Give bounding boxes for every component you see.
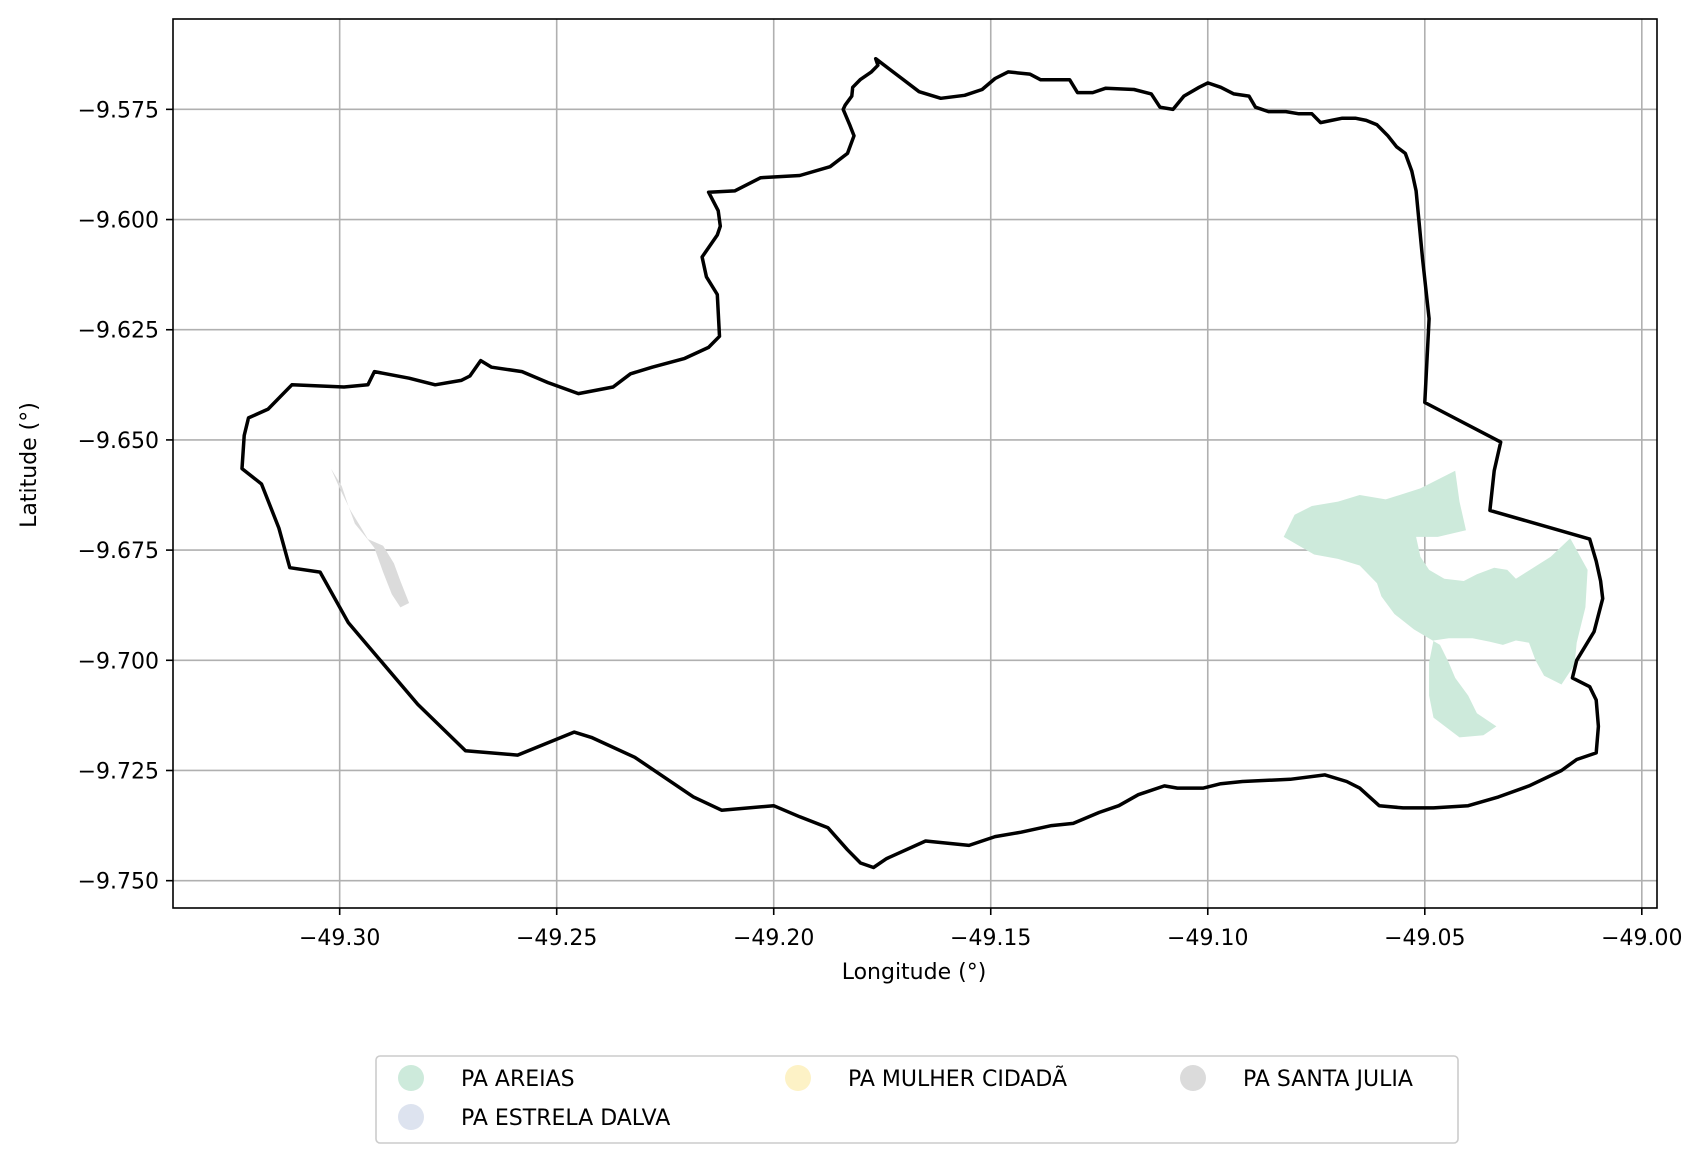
legend-label: PA AREIAS <box>461 1067 575 1092</box>
y-axis-label: Latitude (°) <box>17 402 42 528</box>
y-tick-label: −9.600 <box>78 209 159 234</box>
axis-ticks: −49.30 −49.25 −49.20 −49.15 −49.10 −49.05 −49.… <box>78 98 1683 951</box>
area-pa-santa-julia <box>331 468 410 608</box>
municipality-boundary <box>240 56 1605 870</box>
legend-entry: PA MULHER CIDADÃ <box>785 1065 1067 1092</box>
legend-entry: PA ESTRELA DALVA <box>398 1104 670 1131</box>
area-pa-areias <box>1283 470 1588 738</box>
x-tick-label: −49.05 <box>1384 926 1465 951</box>
grid-lines <box>173 19 1657 908</box>
settlement-areas <box>331 468 1588 738</box>
legend-entry: PA SANTA JULIA <box>1180 1065 1413 1092</box>
legend-marker <box>398 1104 424 1130</box>
y-tick-label: −9.700 <box>78 649 159 674</box>
y-tick-label: −9.575 <box>78 98 159 123</box>
y-tick-label: −9.725 <box>78 759 159 784</box>
legend-entry: PA AREIAS <box>398 1065 575 1092</box>
plot-frame <box>172 18 1658 909</box>
legend-marker <box>785 1065 811 1091</box>
x-tick-label: −49.30 <box>299 926 380 951</box>
legend-marker <box>1180 1065 1206 1091</box>
x-tick-label: −49.10 <box>1167 926 1248 951</box>
y-tick-label: −9.750 <box>78 870 159 895</box>
y-tick-label: −9.625 <box>78 319 159 344</box>
legend-items: PA AREIAS PA ESTRELA DALVA PA MULHER CIDAD… <box>398 1065 1413 1131</box>
x-tick-label: −49.20 <box>733 926 814 951</box>
legend: PA AREIAS PA ESTRELA DALVA PA MULHER CIDAD… <box>375 1055 1459 1144</box>
legend-label: PA MULHER CIDADÃ <box>848 1065 1067 1092</box>
y-tick-label: −9.650 <box>78 429 159 454</box>
x-axis-label: Longitude (°) <box>842 960 987 985</box>
legend-marker <box>398 1065 424 1091</box>
y-tick-label: −9.675 <box>78 539 159 564</box>
x-tick-label: −49.15 <box>950 926 1031 951</box>
legend-label: PA ESTRELA DALVA <box>461 1106 670 1131</box>
boundary-outline <box>240 56 1605 870</box>
x-tick-label: −49.25 <box>516 926 597 951</box>
x-tick-label: −49.00 <box>1601 926 1682 951</box>
legend-label: PA SANTA JULIA <box>1243 1067 1413 1092</box>
